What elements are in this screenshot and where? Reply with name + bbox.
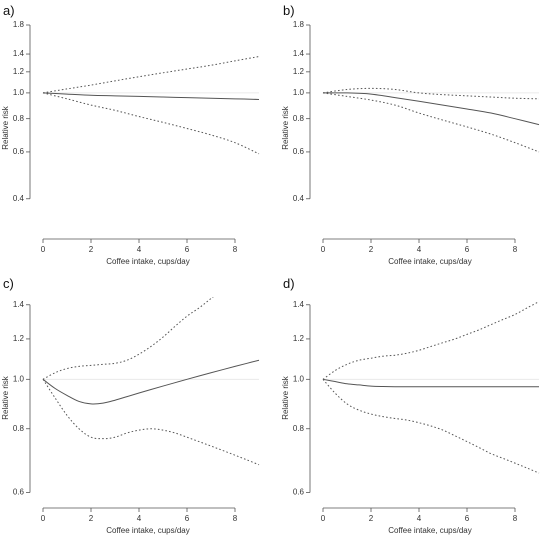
y-tick-label: 0.4 — [293, 194, 305, 203]
upper-ci-line — [42, 297, 214, 380]
estimate-line — [42, 359, 260, 405]
y-tick-label: 1.8 — [13, 20, 25, 29]
x-tick-label: 4 — [417, 514, 422, 523]
series-group — [322, 301, 540, 474]
y-axis-title: Relative risk — [1, 105, 10, 150]
y-tick-label: 1.2 — [13, 67, 25, 76]
x-tick-label: 6 — [465, 245, 470, 254]
panel-label: d) — [283, 276, 295, 291]
lower-ci-line — [322, 92, 540, 153]
x-axis-title: Coffee intake, cups/day — [106, 526, 189, 535]
y-axis-title: Relative risk — [281, 375, 290, 420]
y-tick-label: 1.4 — [13, 300, 25, 309]
estimate-line — [322, 378, 539, 388]
y-tick-label: 0.8 — [13, 114, 25, 123]
panel-label: a) — [3, 3, 15, 18]
x-tick-label: 0 — [41, 245, 46, 254]
chart-panel: a) 0.4 0.6 0.8 1.0 1.2 1.4 1.8 0 2 4 6 8 Coffee intak… — [1, 3, 260, 266]
y-tick-label: 1.0 — [293, 374, 305, 383]
x-tick-label: 0 — [321, 514, 326, 523]
y-tick-label: 0.8 — [293, 114, 305, 123]
x-tick-label: 6 — [185, 514, 190, 523]
x-tick-label: 2 — [369, 514, 374, 523]
x-axis-title: Coffee intake, cups/day — [388, 257, 471, 266]
panel-label: b) — [283, 3, 295, 18]
x-tick-label: 6 — [465, 514, 470, 523]
x-tick-label: 4 — [137, 514, 142, 523]
y-tick-label: 1.2 — [293, 334, 305, 343]
chart-panel: c) 0.6 0.8 1.0 1.2 1.4 0 2 4 6 8 Coffee intake, cup… — [1, 276, 260, 535]
lower-ci-line — [322, 378, 540, 474]
upper-ci-line — [42, 56, 260, 94]
y-tick-label: 1.4 — [293, 49, 305, 58]
chart-panel: d) 0.6 0.8 1.0 1.2 1.4 0 2 4 6 8 Coffee intake, cup… — [281, 276, 540, 535]
y-tick-label: 0.8 — [293, 424, 305, 433]
x-tick-label: 2 — [369, 245, 374, 254]
y-tick-label: 1.0 — [293, 88, 305, 97]
x-tick-label: 4 — [417, 245, 422, 254]
series-group — [42, 297, 260, 466]
x-tick-label: 2 — [89, 245, 94, 254]
x-tick-label: 8 — [233, 514, 238, 523]
upper-ci-line — [322, 301, 540, 380]
y-tick-label: 0.4 — [13, 194, 25, 203]
y-tick-label: 0.6 — [13, 488, 25, 497]
x-tick-label: 8 — [513, 245, 518, 254]
x-tick-label: 2 — [89, 514, 94, 523]
y-tick-label: 1.2 — [293, 67, 305, 76]
y-axis-title: Relative risk — [1, 375, 10, 420]
y-tick-label: 0.6 — [293, 147, 305, 156]
x-tick-label: 8 — [513, 514, 518, 523]
lower-ci-line — [42, 379, 260, 466]
series-group — [322, 87, 540, 153]
y-tick-label: 1.4 — [293, 300, 305, 309]
y-tick-label: 1.0 — [13, 88, 25, 97]
x-tick-label: 0 — [321, 245, 326, 254]
y-axis-title: Relative risk — [281, 105, 290, 150]
y-tick-label: 0.6 — [13, 147, 25, 156]
x-tick-label: 0 — [41, 514, 46, 523]
panel-label: c) — [3, 276, 14, 291]
y-tick-label: 0.8 — [13, 424, 25, 433]
x-tick-label: 6 — [185, 245, 190, 254]
lower-ci-line — [42, 92, 260, 155]
x-tick-label: 8 — [233, 245, 238, 254]
chart-panel: b) 0.4 0.6 0.8 1.0 1.2 1.4 1.8 0 2 4 6 8 Coffee intak… — [281, 3, 540, 266]
estimate-line — [42, 92, 260, 100]
estimate-line — [322, 92, 540, 126]
y-tick-label: 1.2 — [13, 334, 25, 343]
x-axis-title: Coffee intake, cups/day — [106, 257, 189, 266]
x-axis-title: Coffee intake, cups/day — [388, 526, 471, 535]
x-tick-label: 4 — [137, 245, 142, 254]
y-tick-label: 1.0 — [13, 374, 25, 383]
y-tick-label: 1.4 — [13, 49, 25, 58]
y-tick-label: 0.6 — [293, 488, 305, 497]
series-group — [42, 56, 260, 155]
y-tick-label: 1.8 — [293, 20, 305, 29]
